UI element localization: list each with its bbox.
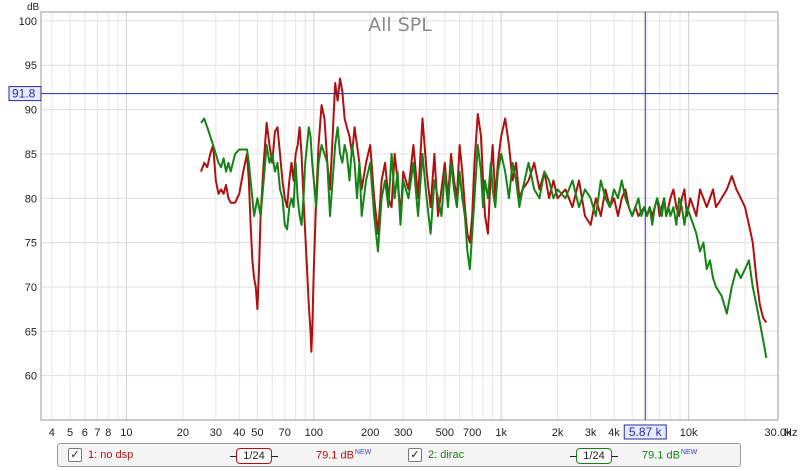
y-tick-label: 90 (25, 105, 37, 117)
series-dirac-line (200, 117, 768, 359)
x-tick-label: 100 (305, 427, 323, 439)
no-dsp-level-value: 79.1 dB (316, 449, 354, 462)
dirac-smoothing-value: 1/24 (583, 450, 605, 462)
y-axis-ticks: 60 65 70 75 80 85 90 95 100 (19, 16, 37, 383)
cursor[interactable]: 91.8 5.87 k (8, 12, 778, 440)
x-tick-label: 4k (608, 427, 620, 439)
x-tick-label: 200 (361, 427, 379, 439)
dirac-new-badge: NEW (680, 449, 698, 456)
dirac-level-value: 79.1 dB (642, 449, 680, 462)
x-tick-label: 7 (94, 427, 100, 439)
x-tick-label: 2k (552, 427, 564, 439)
x-tick-label: 300 (394, 427, 412, 439)
chart-title: All SPL (368, 14, 432, 36)
dirac-level: 79.1 dBNEW (642, 449, 697, 462)
y-tick-label: 70 (25, 282, 37, 294)
x-tick-label: 20 (177, 427, 189, 439)
dirac-label: 2: dirac (428, 449, 465, 461)
no-dsp-level: 79.1 dBNEW (316, 449, 371, 462)
legend-bar: ✓ 1: no dsp 1/24 79.1 dBNEW ✓ 2: dirac 1… (57, 443, 741, 467)
y-tick-label: 75 (25, 238, 37, 250)
x-tick-label: 3k (585, 427, 597, 439)
y-tick-label: 85 (25, 149, 37, 161)
x-tick-label: 70 (279, 427, 291, 439)
x-tick-label: 5 (67, 427, 73, 439)
x-tick-label: 50 (251, 427, 263, 439)
plot-frame (40, 11, 779, 421)
cursor-x-readout: 5.87 k (629, 425, 663, 439)
y-tick-label: 100 (19, 16, 37, 28)
x-tick-label: 700 (463, 427, 481, 439)
no-dsp-smoothing-value: 1/24 (243, 450, 265, 462)
y-tick-label: 80 (25, 193, 37, 205)
no-dsp-smoothing-button[interactable]: 1/24 (230, 448, 278, 464)
cursor-x-readout-box (623, 424, 667, 440)
series-layer (200, 77, 768, 359)
cursor-y-readout: 91.8 (12, 87, 36, 101)
x-tick-label: 10 (120, 427, 132, 439)
x-tick-label: 6 (82, 427, 88, 439)
grid (41, 12, 779, 420)
x-tick-label: 500 (436, 427, 454, 439)
no-dsp-new-badge: NEW (354, 449, 372, 456)
cursor-y-readout-box (8, 86, 42, 102)
x-tick-label: 8 (105, 427, 111, 439)
x-tick-label: 1k (495, 427, 507, 439)
x-tick-label: 30.0k (765, 427, 792, 439)
no-dsp-label: 1: no dsp (88, 449, 134, 461)
y-tick-label: 95 (25, 60, 37, 72)
y-tick-label: 60 (25, 371, 37, 383)
x-tick-label: 10k (680, 427, 698, 439)
series-no-dsp-line (200, 77, 768, 353)
y-axis-unit: dB (27, 2, 40, 13)
y-tick-label: 65 (25, 326, 37, 338)
x-axis-ticks: 4 5 6 7 8 10 20 30 40 50 70 100 200 300 500 700 1k 2k 3k 4k… (49, 427, 792, 439)
x-axis-unit: Hz (784, 427, 797, 439)
legend-item-no-dsp[interactable]: ✓ 1: no dsp (68, 448, 133, 462)
x-tick-label: 30 (210, 427, 222, 439)
x-tick-label: 4 (49, 427, 55, 439)
dirac-smoothing-button[interactable]: 1/24 (570, 448, 618, 464)
dirac-checkbox[interactable]: ✓ (408, 448, 422, 462)
x-tick-label: 40 (233, 427, 245, 439)
no-dsp-checkbox[interactable]: ✓ (68, 448, 82, 462)
legend-item-dirac[interactable]: ✓ 2: dirac (408, 448, 464, 462)
